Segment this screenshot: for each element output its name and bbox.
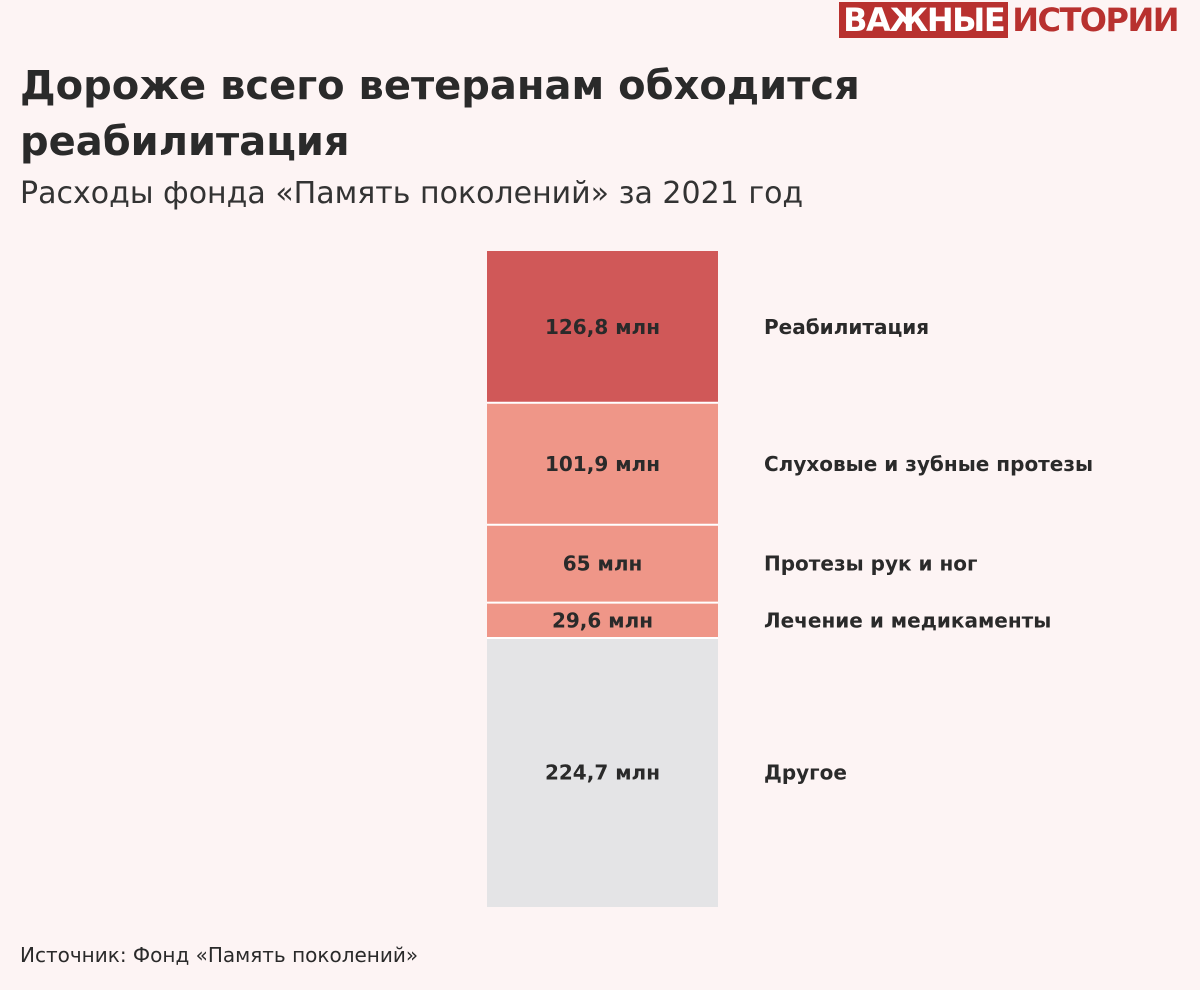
brand-logo-part2: ИСТОРИИ bbox=[1012, 1, 1179, 39]
value-label-segment-1: 126,8 млн bbox=[545, 315, 660, 339]
bar-segment-5 bbox=[487, 638, 718, 907]
bar-segment-1 bbox=[487, 251, 718, 403]
value-label-segment-5: 224,7 млн bbox=[545, 761, 660, 785]
value-label-segment-4: 29,6 млн bbox=[552, 608, 653, 632]
category-label-segment-2: Слуховые и зубные протезы bbox=[764, 452, 1093, 476]
value-label-segment-3: 65 млн bbox=[563, 552, 643, 576]
bar-segment-3 bbox=[487, 524, 718, 603]
value-label-segment-2: 101,9 млн bbox=[545, 452, 660, 476]
brand-logo-part1: ВАЖНЫЕ bbox=[839, 2, 1009, 38]
source-note: Источник: Фонд «Память поколений» bbox=[20, 943, 419, 967]
category-label-segment-5: Другое bbox=[764, 761, 847, 785]
brand-logo[interactable]: ВАЖНЫЕ ИСТОРИИ bbox=[839, 1, 1179, 39]
category-label-segment-4: Лечение и медикаменты bbox=[764, 608, 1051, 632]
chart-subtitle: Расходы фонда «Память поколений» за 2021… bbox=[20, 176, 804, 211]
bar-segment-2 bbox=[487, 402, 718, 525]
bar-segment-4 bbox=[487, 602, 718, 639]
category-label-segment-1: Реабилитация bbox=[764, 315, 929, 339]
chart-title: Дороже всего ветеранам обходится реабили… bbox=[20, 63, 860, 165]
category-label-segment-3: Протезы рук и ног bbox=[764, 552, 978, 576]
